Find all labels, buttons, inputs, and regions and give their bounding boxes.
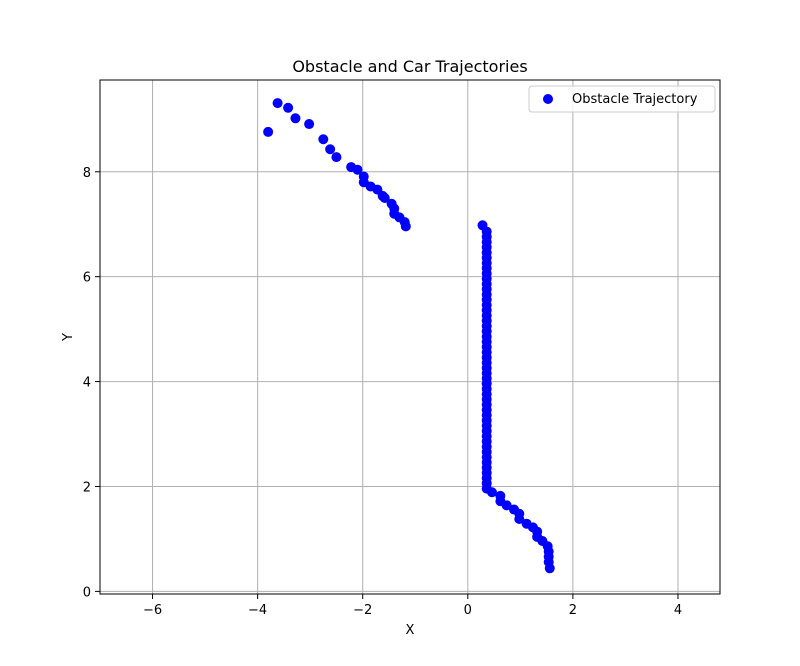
data-point	[325, 144, 336, 155]
legend-entry-obstacle-trajectory: Obstacle Trajectory	[572, 92, 698, 107]
data-point	[544, 563, 555, 574]
grid	[100, 80, 720, 594]
x-tick-label: −6	[143, 603, 162, 618]
x-tick-label: 0	[464, 603, 472, 618]
data-point	[379, 193, 390, 204]
data-point	[331, 152, 342, 163]
data-point	[486, 487, 497, 498]
data-point	[272, 98, 283, 109]
data-point	[304, 119, 315, 130]
y-tick-label: 6	[83, 271, 91, 286]
y-axis-label: Y	[61, 333, 76, 342]
legend-marker	[543, 94, 553, 104]
data-point	[283, 102, 294, 113]
data-point	[400, 221, 411, 232]
legend-box	[528, 85, 716, 113]
x-axis-label: X	[406, 623, 415, 638]
y-tick-label: 4	[83, 376, 91, 391]
data-point	[514, 513, 525, 524]
x-tick-label: −4	[248, 603, 267, 618]
chart-title: Obstacle and Car Trajectories	[292, 57, 527, 76]
data-point	[352, 164, 363, 175]
x-tick-label: −2	[353, 603, 372, 618]
legend: Obstacle Trajectory	[528, 85, 716, 113]
y-tick-label: 8	[83, 166, 91, 181]
data-point	[263, 126, 274, 137]
data-point	[318, 134, 329, 145]
x-tick-label: 4	[674, 603, 682, 618]
y-tick-label: 0	[83, 585, 91, 600]
y-tick-label: 2	[83, 480, 91, 495]
plot-frame	[99, 79, 721, 595]
data-point	[290, 113, 301, 124]
x-tick-label: 2	[569, 603, 577, 618]
ticks: −6 −4 −2 0 2 4 0 2 4 6 8	[83, 166, 682, 618]
data-points	[263, 98, 555, 574]
data-point	[501, 500, 512, 511]
